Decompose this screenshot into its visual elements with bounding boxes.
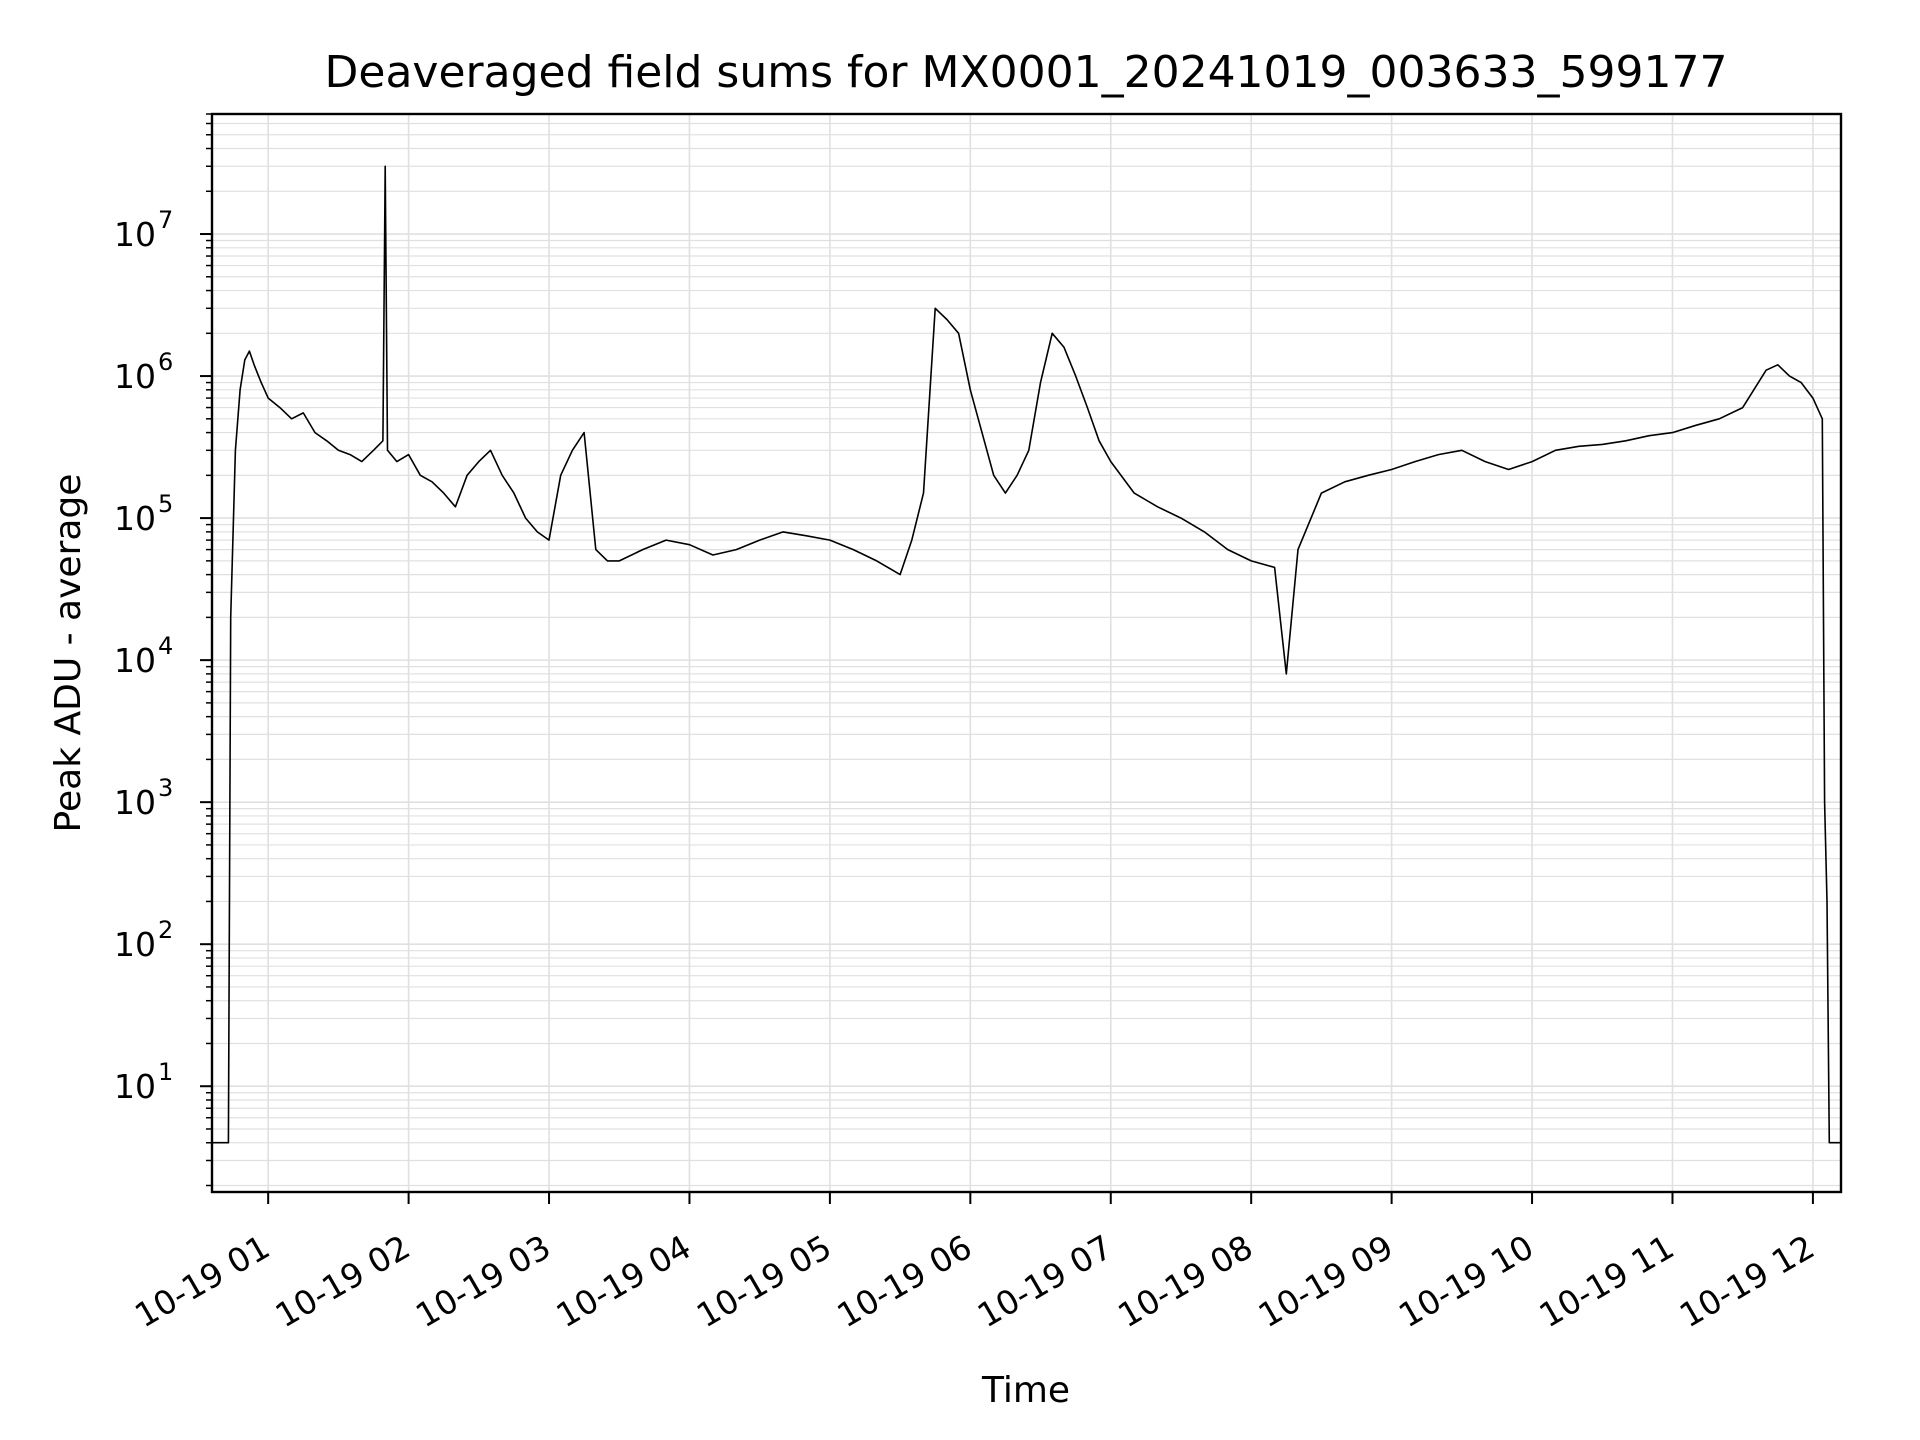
x-axis-label: Time <box>981 1370 1070 1411</box>
series-layer <box>212 165 1841 1144</box>
y-tick-label-exponent: 2 <box>158 916 173 944</box>
y-tick-label-exponent: 7 <box>158 206 173 234</box>
y-tick-label-exponent: 3 <box>158 774 173 802</box>
y-tick-label-exponent: 4 <box>158 632 173 660</box>
series-line <box>212 165 1841 1144</box>
chart-title: Deaveraged field sums for MX0001_2024101… <box>325 47 1728 98</box>
y-tick-label-exponent: 5 <box>158 490 173 518</box>
plot-area-frame <box>210 112 1843 1194</box>
y-tick-label-base: 10 <box>114 1067 156 1106</box>
y-tick-label-exponent: 6 <box>158 348 173 376</box>
y-axis-label: Peak ADU - average <box>48 474 89 833</box>
y-tick-label-base: 10 <box>114 925 156 964</box>
y-tick-label-base: 10 <box>114 641 156 680</box>
grid <box>212 113 1841 1192</box>
y-tick-label-base: 10 <box>114 783 156 822</box>
y-tick-label: 10 5 <box>114 490 173 538</box>
y-tick-label: 10 7 <box>114 206 173 254</box>
y-tick-label-exponent: 1 <box>158 1058 173 1086</box>
y-tick-label: 10 4 <box>114 632 173 680</box>
y-tick-label: 10 2 <box>114 916 173 964</box>
y-tick-label: 10 1 <box>114 1058 173 1106</box>
y-tick-label: 10 6 <box>114 348 173 396</box>
y-tick-label: 10 3 <box>114 774 173 822</box>
y-tick-label-base: 10 <box>114 357 156 396</box>
y-tick-label-base: 10 <box>114 499 156 538</box>
y-tick-label-base: 10 <box>114 215 156 254</box>
